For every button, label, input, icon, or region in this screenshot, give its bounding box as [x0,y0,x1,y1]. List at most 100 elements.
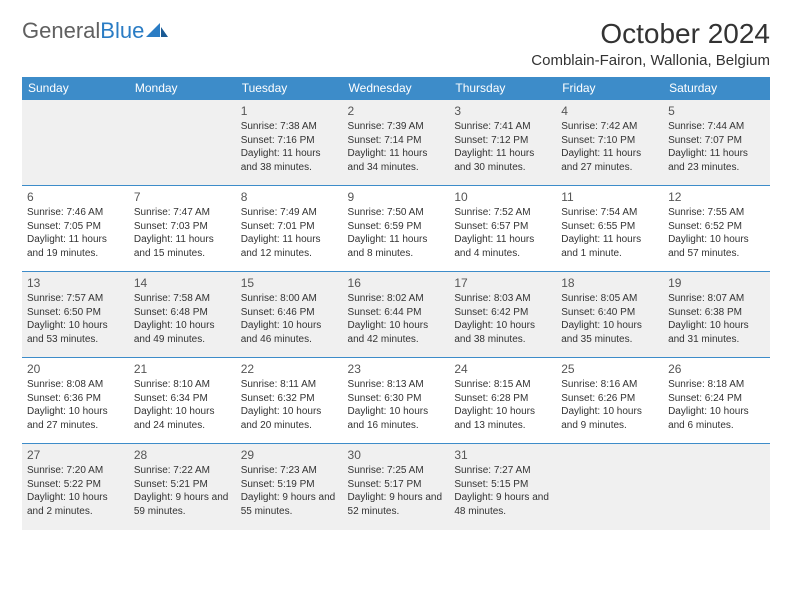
sunset-text: Sunset: 5:17 PM [348,478,445,492]
calendar-cell: 29Sunrise: 7:23 AMSunset: 5:19 PMDayligh… [236,444,343,530]
daylight-text: Daylight: 10 hours and 2 minutes. [27,491,124,518]
sunset-text: Sunset: 6:55 PM [561,220,658,234]
sunrise-text: Sunrise: 8:08 AM [27,378,124,392]
daylight-text: Daylight: 10 hours and 53 minutes. [27,319,124,346]
calendar-week: 6Sunrise: 7:46 AMSunset: 7:05 PM Daylight… [22,186,770,272]
day-number: 4 [561,103,658,119]
sunset-text: Sunset: 7:01 PM [241,220,338,234]
sunrise-text: Sunrise: 7:57 AM [27,292,124,306]
day-number: 28 [134,447,231,463]
calendar-table: SundayMondayTuesdayWednesdayThursdayFrid… [22,77,770,530]
daylight-text: Daylight: 11 hours and 12 minutes. [241,233,338,260]
sunrise-text: Sunrise: 7:38 AM [241,120,338,134]
sunset-text: Sunset: 7:03 PM [134,220,231,234]
daylight-text: Daylight: 10 hours and 49 minutes. [134,319,231,346]
calendar-cell: 20Sunrise: 8:08 AMSunset: 6:36 PMDayligh… [22,358,129,444]
calendar-cell: 12Sunrise: 7:55 AMSunset: 6:52 PMDayligh… [663,186,770,272]
sunrise-text: Sunrise: 8:10 AM [134,378,231,392]
day-header: Sunday [22,77,129,100]
calendar-body: 1Sunrise: 7:38 AMSunset: 7:16 PMDaylight… [22,100,770,530]
day-header: Monday [129,77,236,100]
day-number: 16 [348,275,445,291]
calendar-cell: 14Sunrise: 7:58 AMSunset: 6:48 PMDayligh… [129,272,236,358]
calendar-cell: 28Sunrise: 7:22 AMSunset: 5:21 PMDayligh… [129,444,236,530]
calendar-cell: 30Sunrise: 7:25 AMSunset: 5:17 PMDayligh… [343,444,450,530]
daylight-text: Daylight: 9 hours and 59 minutes. [134,491,231,518]
sunrise-text: Sunrise: 7:42 AM [561,120,658,134]
sunset-text: Sunset: 6:38 PM [668,306,765,320]
day-number: 8 [241,189,338,205]
sunrise-text: Sunrise: 8:05 AM [561,292,658,306]
sunrise-text: Sunrise: 8:18 AM [668,378,765,392]
sunrise-text: Sunrise: 7:39 AM [348,120,445,134]
day-header-row: SundayMondayTuesdayWednesdayThursdayFrid… [22,77,770,100]
day-number: 6 [27,189,124,205]
daylight-text: Daylight: 9 hours and 52 minutes. [348,491,445,518]
sunset-text: Sunset: 6:36 PM [27,392,124,406]
sunrise-text: Sunrise: 8:00 AM [241,292,338,306]
calendar-cell: 8Sunrise: 7:49 AMSunset: 7:01 PMDaylight… [236,186,343,272]
day-header: Saturday [663,77,770,100]
sunset-text: Sunset: 7:07 PM [668,134,765,148]
sunset-text: Sunset: 6:59 PM [348,220,445,234]
daylight-text: Daylight: 10 hours and 13 minutes. [454,405,551,432]
sunset-text: Sunset: 7:10 PM [561,134,658,148]
calendar-cell: 9Sunrise: 7:50 AMSunset: 6:59 PMDaylight… [343,186,450,272]
logo-blue: Blue [100,18,144,43]
sunset-text: Sunset: 7:14 PM [348,134,445,148]
sunset-text: Sunset: 5:19 PM [241,478,338,492]
calendar-cell: 18Sunrise: 8:05 AMSunset: 6:40 PMDayligh… [556,272,663,358]
sunrise-text: Sunrise: 7:44 AM [668,120,765,134]
calendar-cell: 26Sunrise: 8:18 AMSunset: 6:24 PMDayligh… [663,358,770,444]
sunrise-text: Sunrise: 7:49 AM [241,206,338,220]
sunset-text: Sunset: 7:16 PM [241,134,338,148]
sunset-text: Sunset: 5:21 PM [134,478,231,492]
sunrise-text: Sunrise: 7:46 AM [27,206,124,220]
sunset-text: Sunset: 6:30 PM [348,392,445,406]
day-header: Thursday [449,77,556,100]
sunset-text: Sunset: 6:34 PM [134,392,231,406]
day-header: Wednesday [343,77,450,100]
daylight-text: Daylight: 11 hours and 34 minutes. [348,147,445,174]
calendar-cell: 2Sunrise: 7:39 AMSunset: 7:14 PMDaylight… [343,100,450,186]
day-header: Tuesday [236,77,343,100]
daylight-text: Daylight: 10 hours and 57 minutes. [668,233,765,260]
calendar-cell: 31Sunrise: 7:27 AMSunset: 5:15 PMDayligh… [449,444,556,530]
sunrise-text: Sunrise: 7:20 AM [27,464,124,478]
calendar-week: 27Sunrise: 7:20 AMSunset: 5:22 PMDayligh… [22,444,770,530]
calendar-cell: 23Sunrise: 8:13 AMSunset: 6:30 PMDayligh… [343,358,450,444]
sunset-text: Sunset: 5:15 PM [454,478,551,492]
daylight-text: Daylight: 10 hours and 20 minutes. [241,405,338,432]
day-number: 26 [668,361,765,377]
sunset-text: Sunset: 7:05 PM [27,220,124,234]
day-number: 10 [454,189,551,205]
day-number: 31 [454,447,551,463]
calendar-cell: 4Sunrise: 7:42 AMSunset: 7:10 PMDaylight… [556,100,663,186]
daylight-text: Daylight: 11 hours and 38 minutes. [241,147,338,174]
day-number: 12 [668,189,765,205]
sunset-text: Sunset: 6:26 PM [561,392,658,406]
calendar-cell: 15Sunrise: 8:00 AMSunset: 6:46 PMDayligh… [236,272,343,358]
daylight-text: Daylight: 10 hours and 46 minutes. [241,319,338,346]
daylight-text: Daylight: 9 hours and 55 minutes. [241,491,338,518]
sunrise-text: Sunrise: 7:50 AM [348,206,445,220]
sunset-text: Sunset: 6:42 PM [454,306,551,320]
calendar-cell: 21Sunrise: 8:10 AMSunset: 6:34 PMDayligh… [129,358,236,444]
sunrise-text: Sunrise: 7:25 AM [348,464,445,478]
calendar-cell: 3Sunrise: 7:41 AMSunset: 7:12 PMDaylight… [449,100,556,186]
daylight-text: Daylight: 11 hours and 30 minutes. [454,147,551,174]
calendar-cell [129,100,236,186]
sunrise-text: Sunrise: 8:15 AM [454,378,551,392]
calendar-cell: 19Sunrise: 8:07 AMSunset: 6:38 PMDayligh… [663,272,770,358]
calendar-week: 13Sunrise: 7:57 AMSunset: 6:50 PMDayligh… [22,272,770,358]
day-number: 22 [241,361,338,377]
calendar-cell: 7Sunrise: 7:47 AMSunset: 7:03 PMDaylight… [129,186,236,272]
sunset-text: Sunset: 6:50 PM [27,306,124,320]
day-number: 14 [134,275,231,291]
day-number: 17 [454,275,551,291]
day-number: 30 [348,447,445,463]
calendar-cell [663,444,770,530]
calendar-cell: 6Sunrise: 7:46 AMSunset: 7:05 PMDaylight… [22,186,129,272]
sunrise-text: Sunrise: 7:52 AM [454,206,551,220]
daylight-text: Daylight: 10 hours and 31 minutes. [668,319,765,346]
